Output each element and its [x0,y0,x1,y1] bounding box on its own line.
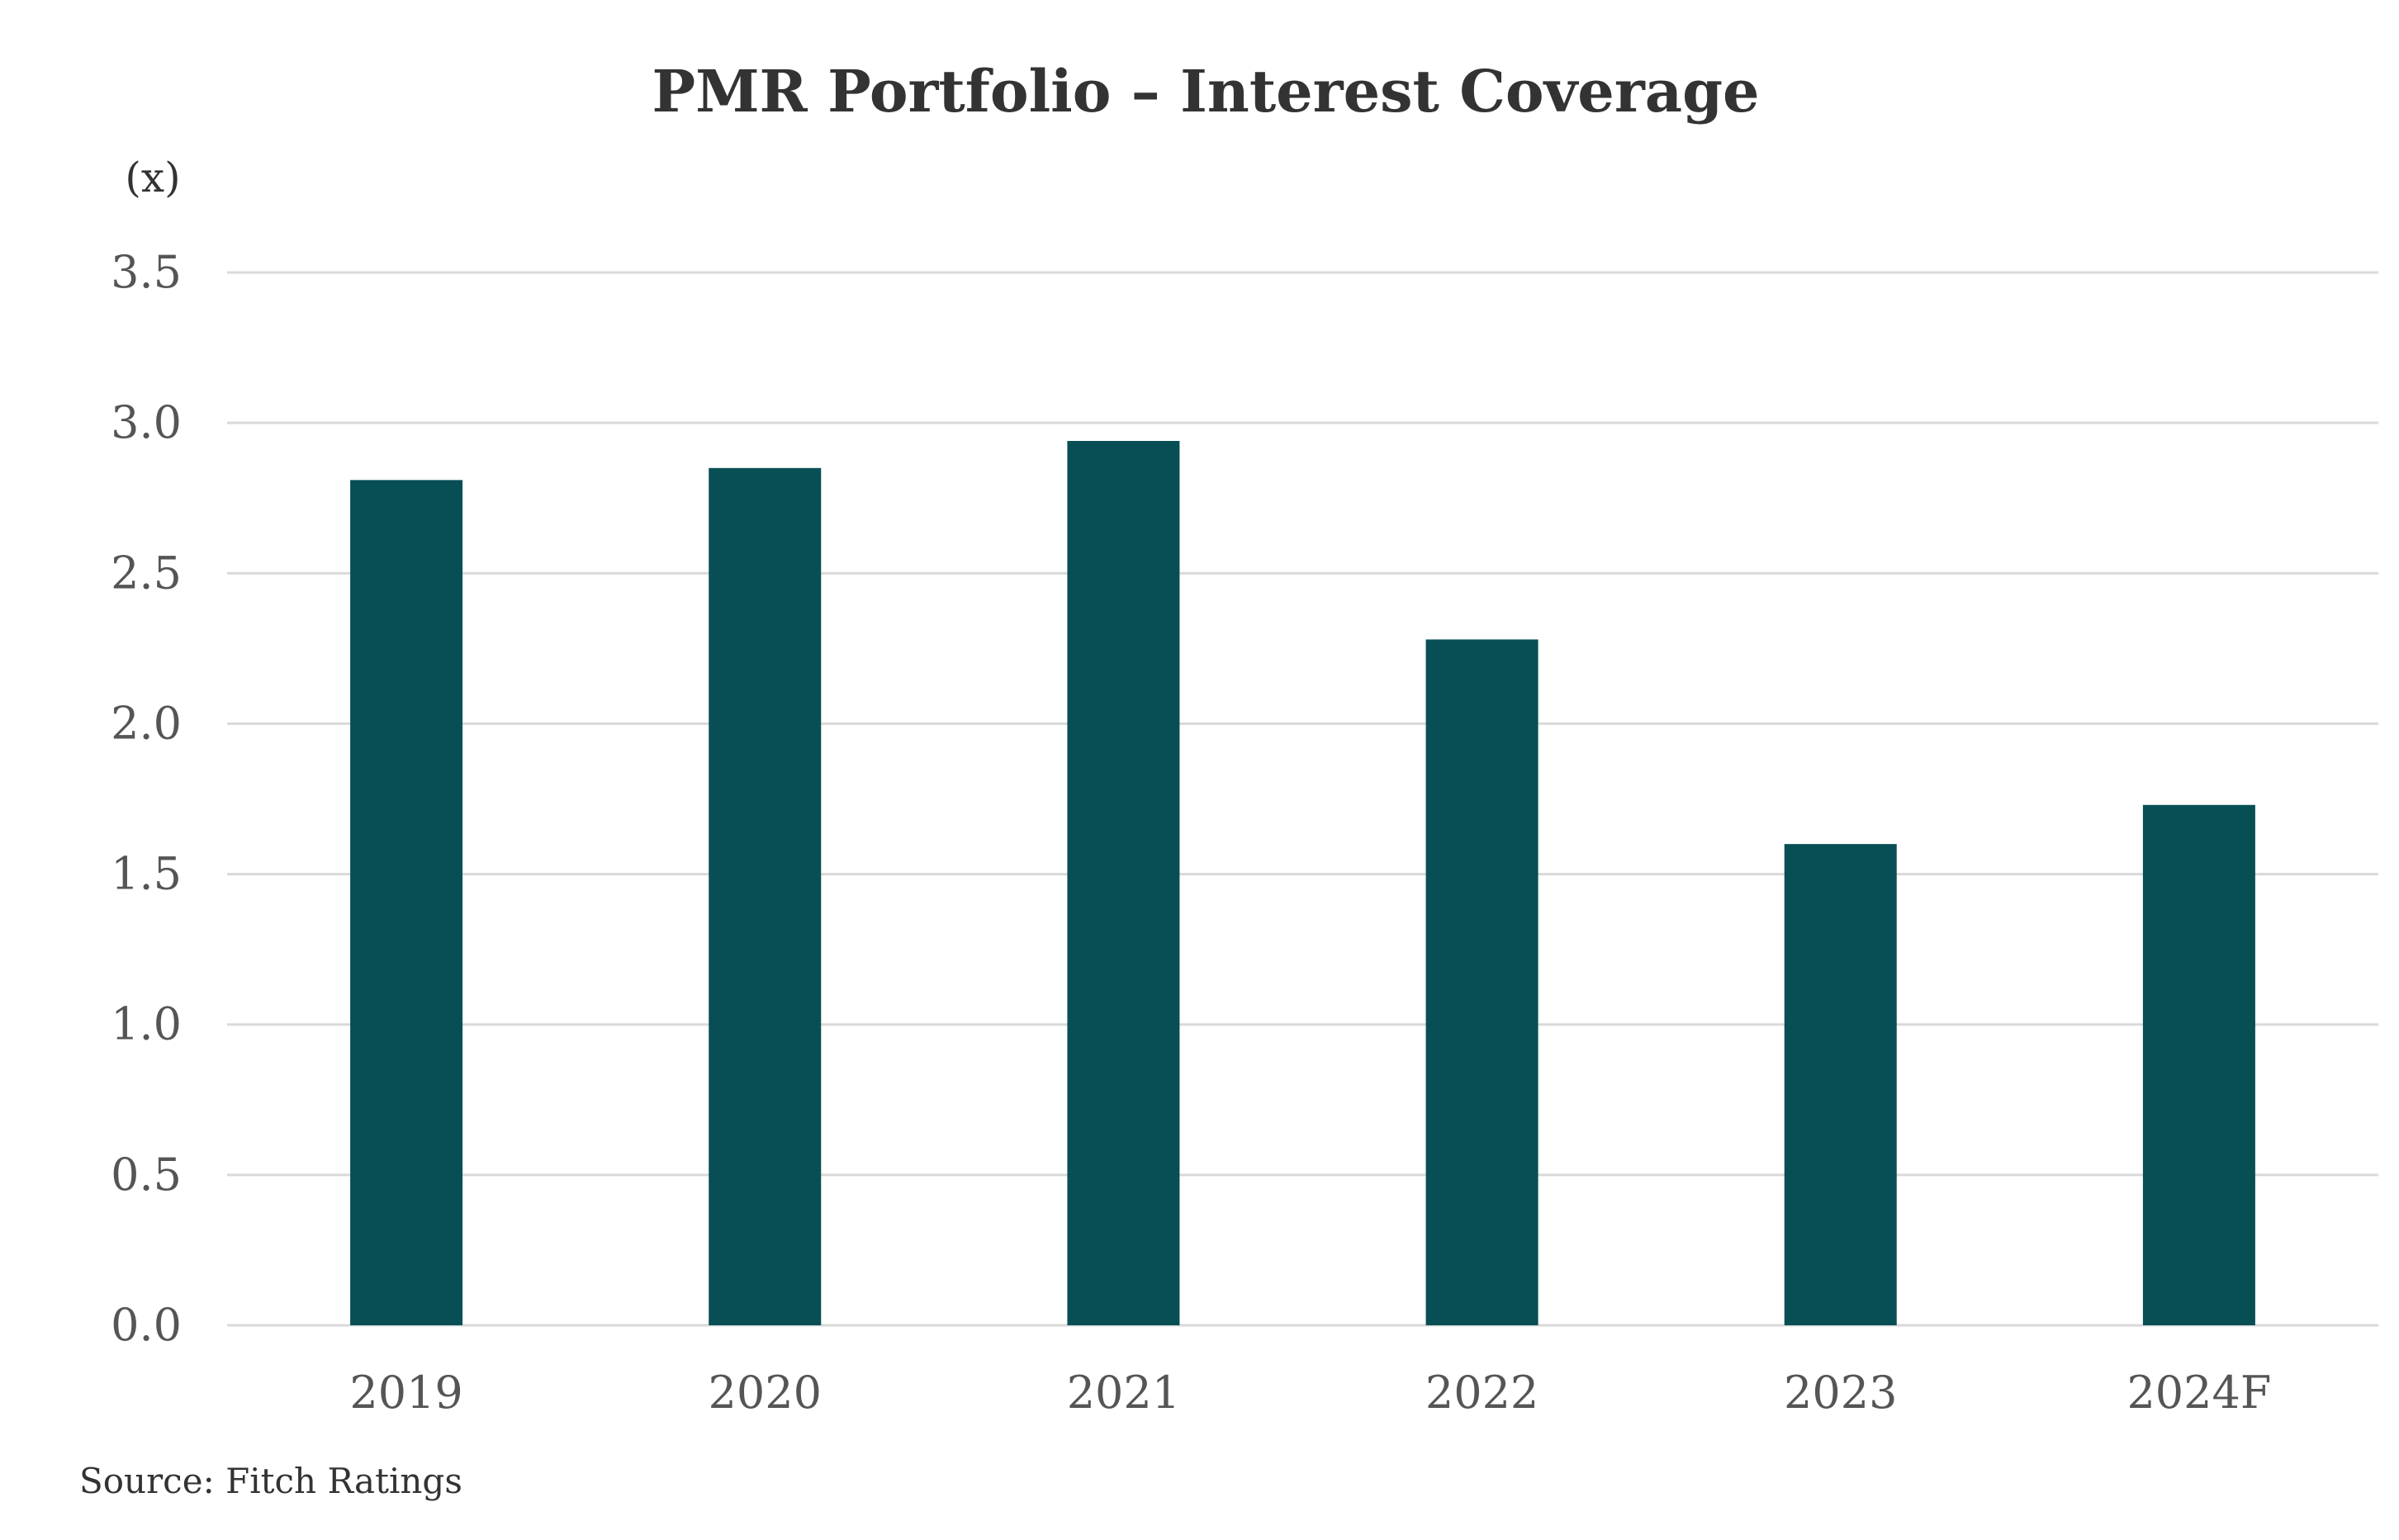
y-tick-label: 0.5 [111,1149,182,1201]
bar-2022 [1425,639,1538,1325]
bar-2021 [1067,441,1180,1325]
x-tick-label: 2024F [2126,1367,2271,1419]
y-axis-tick-labels: 0.0 0.5 1.0 1.5 2.0 2.5 3.0 3.5 [111,246,182,1351]
bar-2024F [2142,804,2255,1325]
x-tick-label: 2022 [1425,1367,1538,1419]
y-tick-label: 2.5 [111,547,182,599]
bar-2023 [1784,844,1897,1325]
y-axis-unit-label: (x) [125,154,180,201]
y-tick-label: 3.5 [111,246,182,298]
chart-title: PMR Portfolio – Interest Coverage [652,57,1759,126]
y-tick-label: 1.5 [111,848,182,900]
bar-2020 [709,467,822,1326]
y-tick-label: 1.0 [111,998,182,1050]
gridlines [227,271,2378,1327]
x-tick-label: 2019 [349,1367,462,1419]
bars [350,441,2255,1326]
source-note: Source: Fitch Ratings [79,1461,462,1501]
x-tick-label: 2020 [709,1367,822,1419]
x-tick-label: 2021 [1067,1367,1180,1419]
y-tick-label: 3.0 [111,396,182,448]
x-tick-label: 2023 [1784,1367,1897,1419]
x-axis-tick-labels: 2019 2020 2021 2022 2023 2024F [349,1367,2271,1419]
bar-2019 [350,480,463,1325]
y-tick-label: 2.0 [111,697,182,749]
y-tick-label: 0.0 [111,1299,182,1351]
